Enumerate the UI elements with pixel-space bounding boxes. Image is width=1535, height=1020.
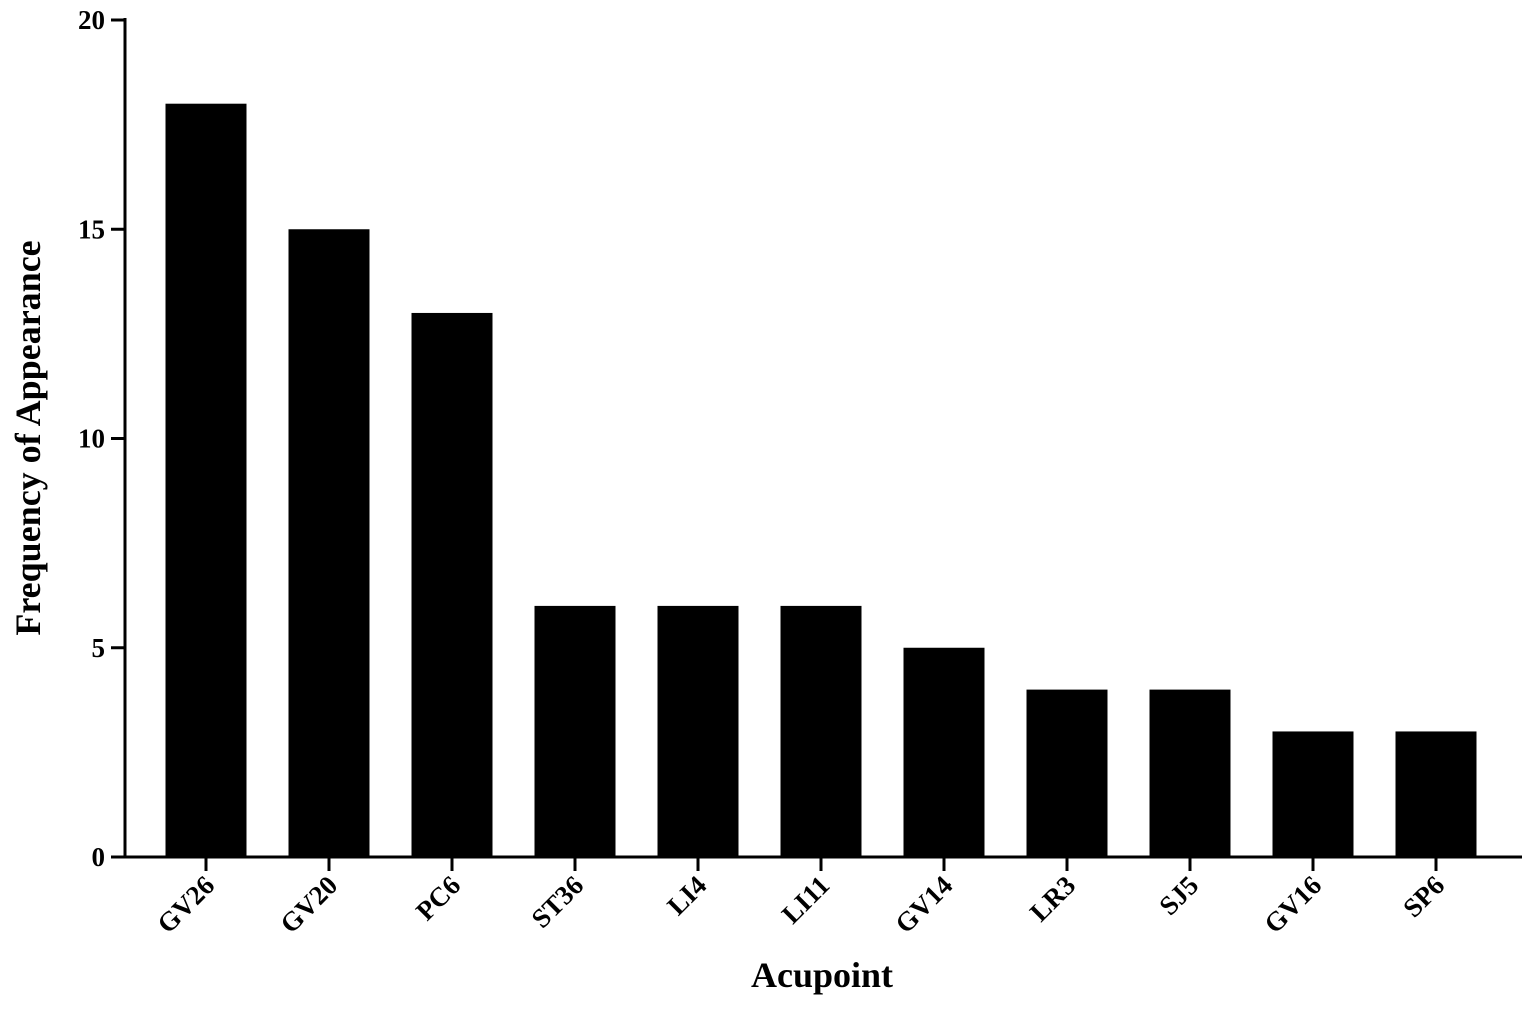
y-tick-label: 0: [92, 842, 106, 872]
x-tick-label: SJ5: [1153, 870, 1204, 921]
y-tick-label: 15: [78, 214, 105, 244]
bar: [288, 229, 370, 857]
bar: [534, 605, 616, 857]
x-axis-title: Acupoint: [751, 955, 893, 995]
bar: [411, 312, 493, 857]
y-tick-label: 20: [78, 5, 105, 35]
y-tick-label: 10: [78, 424, 105, 454]
bar: [780, 605, 862, 857]
bar: [1272, 731, 1354, 857]
bar: [1395, 731, 1477, 857]
x-tick-label: GV16: [1258, 870, 1327, 939]
x-tick-label: GV26: [151, 870, 220, 939]
y-tick-label: 5: [92, 633, 106, 663]
bar: [1149, 689, 1231, 857]
x-tick-label: SP6: [1397, 870, 1450, 923]
x-tick-label: ST36: [526, 870, 590, 934]
x-tick-label: LI11: [776, 870, 835, 929]
bar: [1026, 689, 1108, 857]
bar: [165, 103, 247, 857]
bar: [903, 647, 985, 857]
x-tick-label: GV14: [889, 870, 958, 939]
bar: [657, 605, 739, 857]
y-axis-title: Frequency of Appearance: [8, 240, 48, 635]
x-tick-label: LR3: [1024, 870, 1081, 927]
x-tick-label: PC6: [410, 870, 466, 926]
x-tick-label: LI4: [661, 870, 712, 921]
x-tick-label: GV20: [274, 870, 343, 939]
